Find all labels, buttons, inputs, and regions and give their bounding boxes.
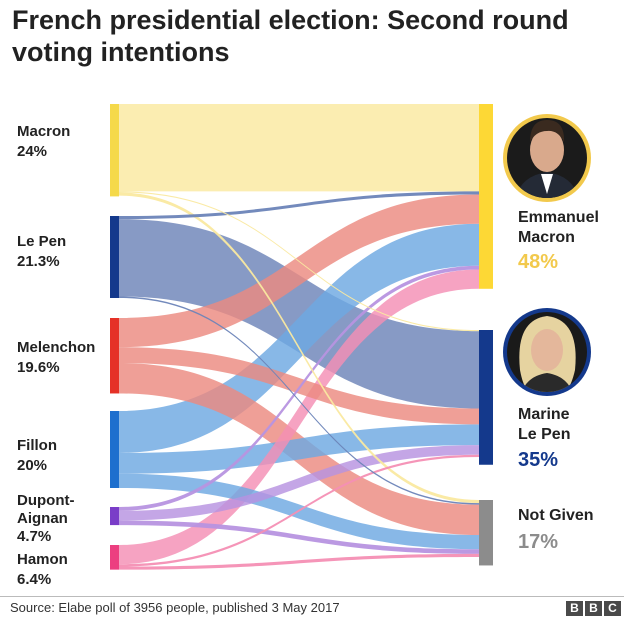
flow-le-pen-to-not-given: [119, 296, 479, 505]
target-name-line: Macron: [518, 229, 575, 246]
target-name-line: Le Pen: [518, 426, 571, 443]
source-name: Melenchon: [17, 339, 96, 356]
source-share: 20%: [17, 457, 48, 474]
portrait-layer: [503, 114, 591, 396]
le-pen-portrait: [503, 308, 591, 396]
target-name-line: Emmanuel: [518, 209, 599, 226]
source-name: Hamon: [17, 551, 68, 568]
source-share: 19.6%: [17, 359, 60, 376]
flow-le-pen-to-marine-le-pen: [119, 219, 479, 409]
source-bar-dupont-aignan: [110, 507, 119, 526]
source-label-le-pen: Le Pen 21.3%: [17, 232, 66, 272]
target-share-not-given: 17%: [518, 531, 559, 553]
node-layer: [110, 104, 493, 570]
source-label-dupont-aignan: Dupont-Aignan 4.7%: [17, 492, 107, 546]
target-name-marine-le-pen: Marine Le Pen: [518, 405, 570, 445]
flow-hamon-to-marine-le-pen: [119, 454, 479, 567]
flow-hamon-to-not-given: [119, 553, 479, 570]
flow-melenchon-to-emmanuel-macron: [119, 194, 479, 348]
bbc-logo-letter: B: [585, 601, 602, 616]
target-name-line: Marine: [518, 406, 570, 423]
source-share: 4.7%: [17, 528, 52, 545]
flow-macron-to-marine-le-pen: [119, 191, 479, 332]
source-label-hamon: Hamon 6.4%: [17, 550, 68, 590]
target-bar-marine-le-pen: [479, 330, 493, 465]
flow-hamon-to-emmanuel-macron: [119, 269, 479, 565]
source-bar-hamon: [110, 545, 119, 570]
target-bar-emmanuel-macron: [479, 104, 493, 289]
source-name: Fillon: [17, 437, 57, 454]
source-share: 24%: [17, 143, 48, 160]
bbc-logo-letter: C: [604, 601, 621, 616]
flow-macron-to-emmanuel-macron: [119, 104, 479, 192]
source-share: 21.3%: [17, 253, 60, 270]
source-bar-fillon: [110, 411, 119, 488]
source-share: 6.4%: [17, 571, 52, 588]
source-bar-le-pen: [110, 216, 119, 299]
target-name-emmanuel-macron: Emmanuel Macron: [518, 208, 599, 248]
target-share-emmanuel-macron: 48%: [518, 251, 559, 273]
flow-dupont-aignan-to-emmanuel-macron: [119, 265, 479, 511]
flow-melenchon-to-marine-le-pen: [119, 347, 479, 425]
bbc-logo: B B C: [566, 601, 621, 616]
target-share-marine-le-pen: 35%: [518, 449, 559, 471]
flow-dupont-aignan-to-not-given: [119, 520, 479, 554]
source-bar-macron: [110, 104, 119, 197]
target-name-line: Not Given: [518, 507, 594, 524]
flow-dupont-aignan-to-marine-le-pen: [119, 445, 479, 521]
flow-fillon-to-marine-le-pen: [119, 424, 479, 474]
flow-macron-to-not-given: [119, 192, 479, 504]
source-name: Macron: [17, 123, 71, 140]
source-label-fillon: Fillon 20%: [17, 436, 57, 476]
flow-le-pen-to-emmanuel-macron: [119, 191, 479, 220]
target-name-not-given: Not Given: [518, 506, 594, 526]
chart-title: French presidential election: Second rou…: [12, 5, 569, 67]
bbc-logo-letter: B: [566, 601, 583, 616]
source-bar-melenchon: [110, 318, 119, 394]
source-note: Source: Elabe poll of 3956 people, publi…: [10, 600, 340, 615]
source-name: Dupont-Aignan: [17, 492, 75, 527]
source-label-melenchon: Melenchon 19.6%: [17, 338, 95, 378]
target-bar-not-given: [479, 500, 493, 566]
footer-divider: [0, 596, 624, 597]
flow-layer: [119, 104, 479, 570]
source-name: Le Pen: [17, 233, 67, 250]
sankey-chart: [110, 104, 591, 570]
source-label-macron: Macron 24%: [17, 122, 70, 162]
macron-portrait: [503, 114, 591, 202]
